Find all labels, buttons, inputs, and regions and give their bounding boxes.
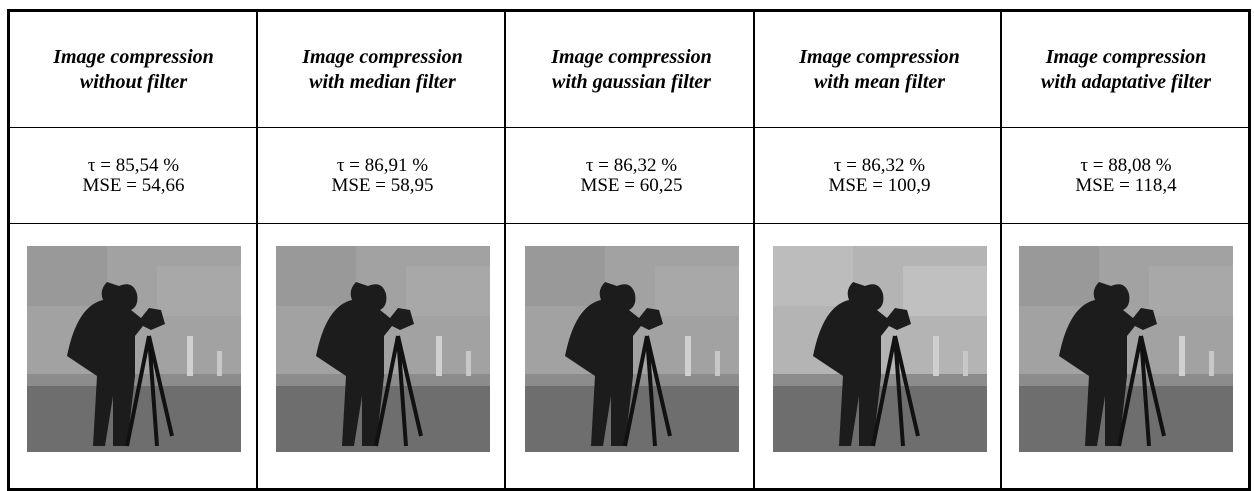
header-text: Image compression — [53, 45, 214, 70]
sky-block — [406, 266, 490, 316]
result-image — [773, 246, 987, 452]
sky-block — [655, 266, 739, 316]
sky-block — [773, 246, 853, 306]
header-text: Image compression — [551, 45, 712, 70]
sky-block — [1149, 266, 1233, 316]
tower — [217, 351, 222, 376]
tower — [933, 336, 939, 376]
header-text: with mean filter — [814, 70, 945, 95]
metric-text: MSE = 54,66 — [82, 176, 184, 196]
page: Image compressionwithout filterτ = 85,54… — [0, 0, 1254, 491]
header-text: without filter — [80, 70, 187, 95]
header-text: with median filter — [309, 70, 456, 95]
result-image — [27, 246, 241, 452]
sky-block — [1019, 246, 1099, 306]
sky-block — [157, 266, 241, 316]
result-image — [276, 246, 490, 452]
tower — [1179, 336, 1185, 376]
result-image — [1019, 246, 1233, 452]
sky-block — [276, 246, 356, 306]
tower — [187, 336, 193, 376]
header-text: with gaussian filter — [552, 70, 711, 95]
metric-cell: τ = 85,54 %MSE = 54,66 — [10, 128, 257, 223]
metric-text: τ = 85,54 % — [88, 156, 179, 176]
tower — [963, 351, 968, 376]
metric-cell: τ = 86,91 %MSE = 58,95 — [259, 128, 506, 223]
metric-text: τ = 86,32 % — [834, 156, 925, 176]
metric-cell: τ = 86,32 %MSE = 60,25 — [508, 128, 755, 223]
tower — [685, 336, 691, 376]
tower — [715, 351, 720, 376]
header-text: Image compression — [302, 45, 463, 70]
sky-block — [525, 246, 605, 306]
tower — [436, 336, 442, 376]
result-image — [525, 246, 739, 452]
metric-cell: τ = 86,32 %MSE = 100,9 — [757, 128, 1002, 223]
tower — [466, 351, 471, 376]
metric-cell: τ = 88,08 %MSE = 118,4 — [1004, 128, 1248, 223]
sky-block — [27, 246, 107, 306]
row-divider — [10, 223, 1248, 224]
metric-text: τ = 88,08 % — [1080, 156, 1171, 176]
metric-text: MSE = 118,4 — [1075, 176, 1176, 196]
metric-text: MSE = 58,95 — [331, 176, 433, 196]
metric-text: MSE = 60,25 — [580, 176, 682, 196]
header-text: Image compression — [1046, 45, 1207, 70]
metric-text: τ = 86,32 % — [586, 156, 677, 176]
sky-block — [903, 266, 987, 316]
metric-text: τ = 86,91 % — [337, 156, 428, 176]
metric-text: MSE = 100,9 — [828, 176, 930, 196]
header-text: with adaptative filter — [1041, 70, 1211, 95]
header-text: Image compression — [799, 45, 960, 70]
tower — [1209, 351, 1214, 376]
